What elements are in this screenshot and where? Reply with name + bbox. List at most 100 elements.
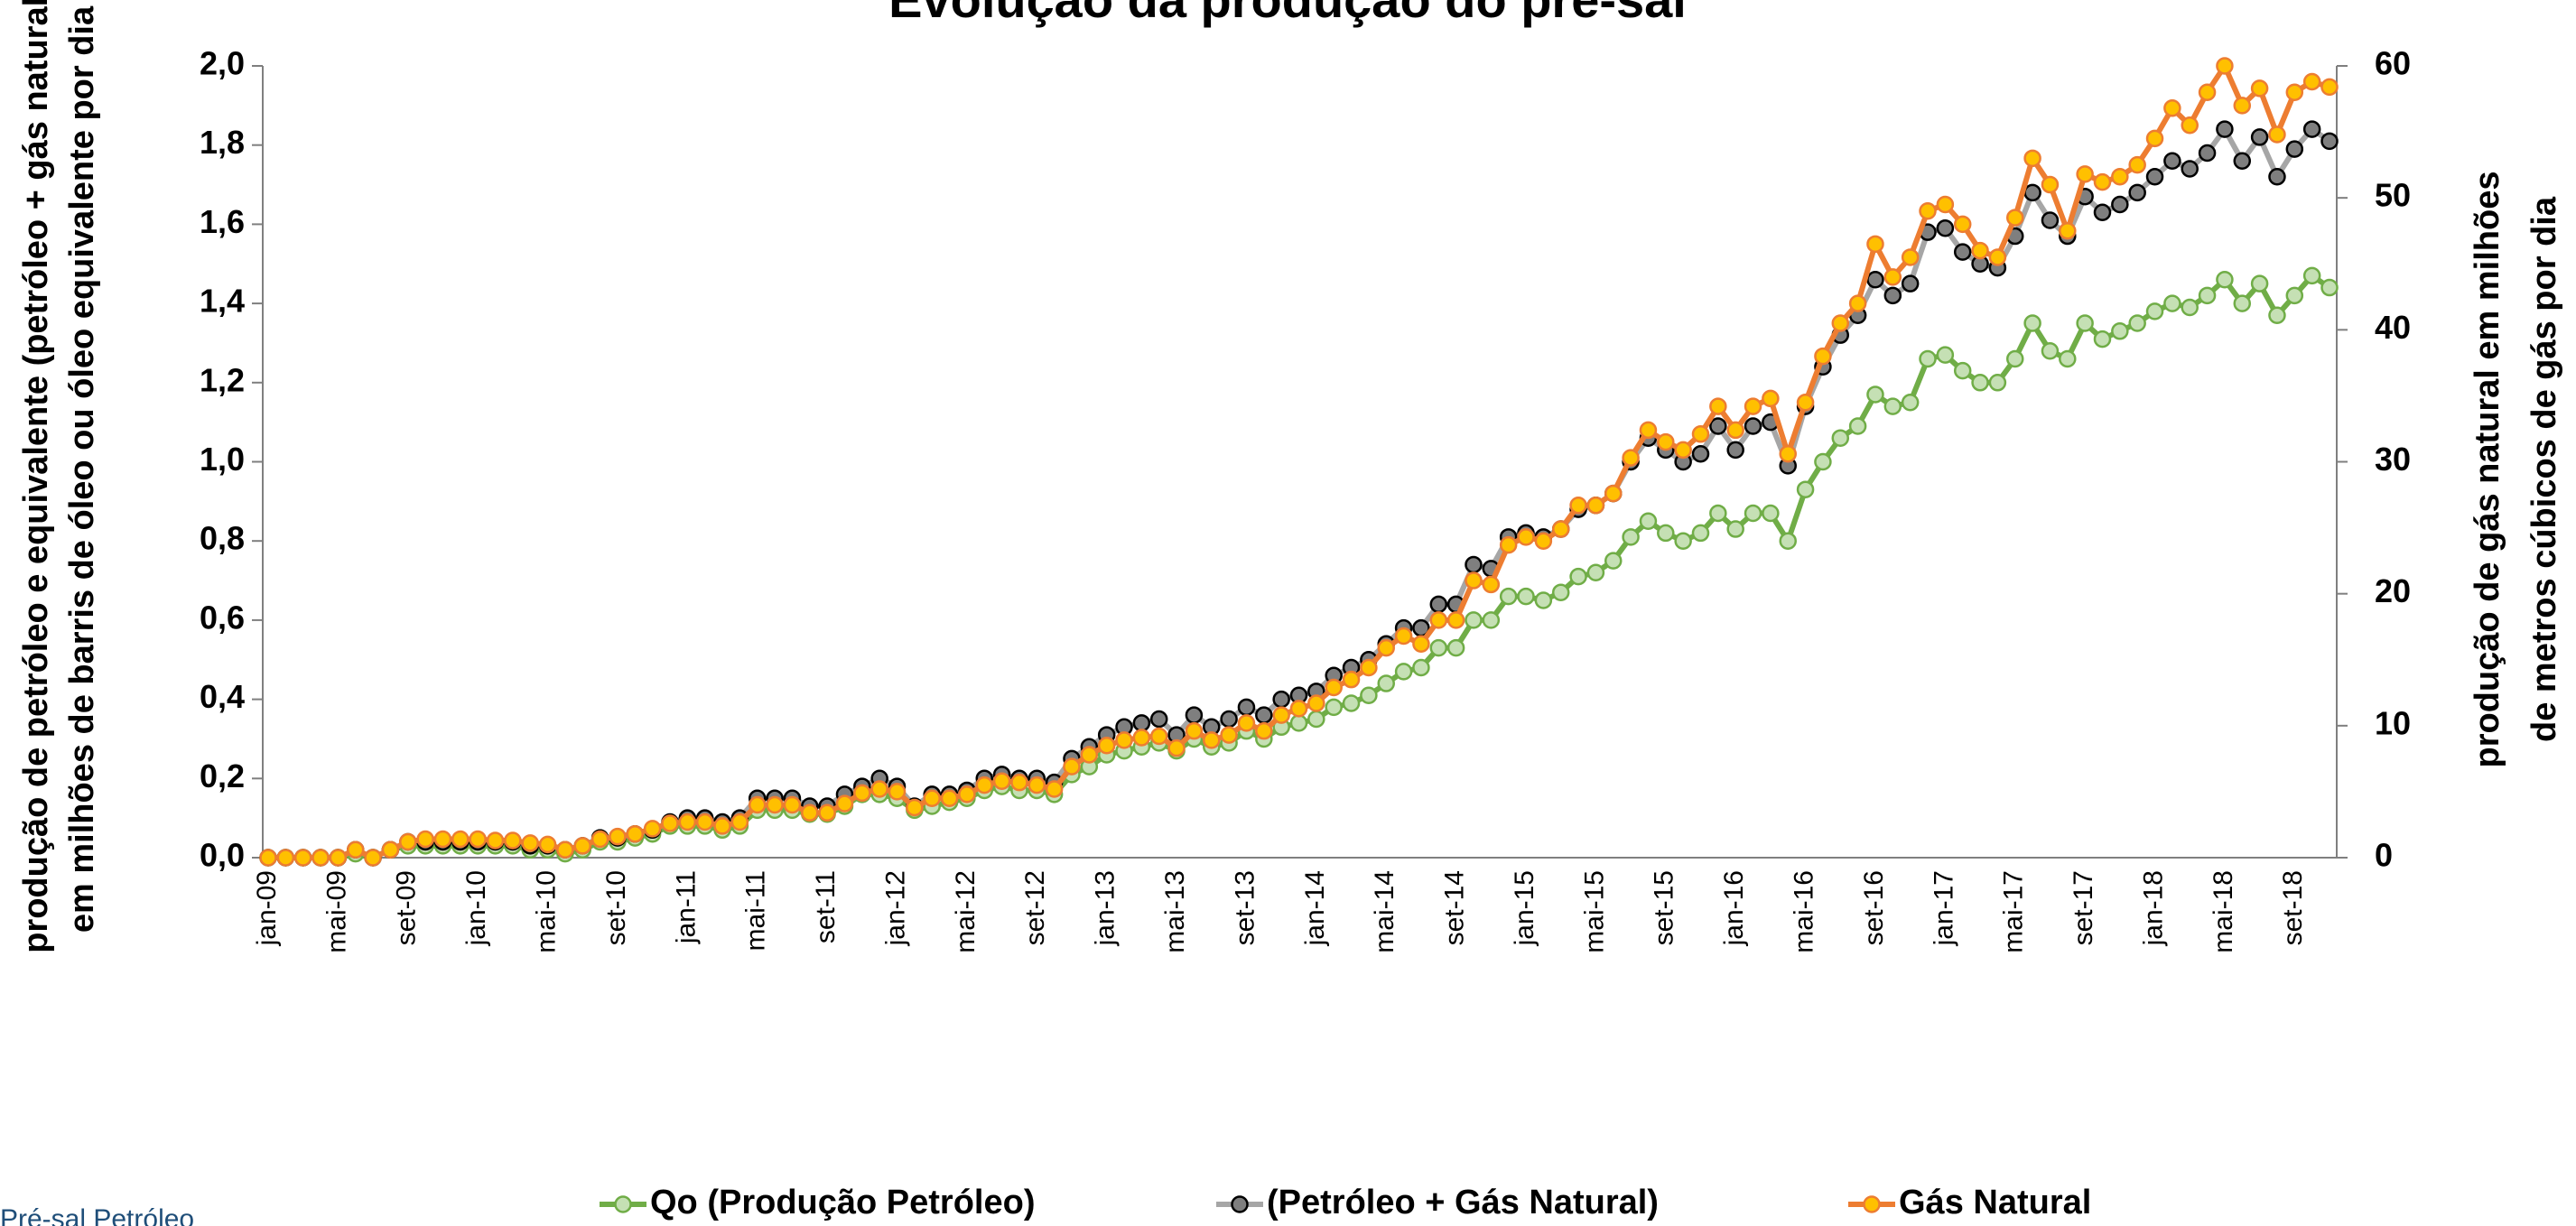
x-tick-label-group: mai-10	[531, 870, 561, 953]
series-marker	[2268, 168, 2286, 186]
x-tick-label-group: mai-11	[741, 870, 771, 951]
x-tick-label: mai-15	[1579, 870, 1609, 953]
series-marker	[1465, 611, 1483, 629]
x-tick-label-group: mai-15	[1579, 870, 1609, 953]
x-tick-label: set-13	[1230, 870, 1260, 945]
series-marker	[888, 783, 907, 801]
series-marker	[2128, 155, 2146, 174]
series-marker	[2023, 183, 2041, 202]
series-line	[268, 63, 2330, 860]
series-marker	[1919, 202, 1937, 220]
series-marker	[1901, 248, 1920, 266]
series-marker	[1446, 638, 1465, 657]
x-tick-label: mai-10	[531, 870, 561, 953]
y2-axis-title: de metros cúbicos de gás por dia	[2525, 196, 2563, 742]
series-marker	[2198, 144, 2217, 163]
series-marker	[2163, 294, 2181, 312]
series-marker	[1342, 694, 1361, 712]
x-tick-label-group: jan-17	[1929, 870, 1958, 946]
series-marker	[1149, 710, 1168, 729]
x-tick-label-group: jan-13	[1091, 870, 1121, 946]
series-marker	[2005, 349, 2024, 368]
x-tick-label: jan-09	[252, 870, 282, 946]
x-tick-label-group: set-10	[601, 870, 631, 945]
series-marker	[504, 831, 522, 850]
series-marker	[1814, 347, 1832, 366]
series-marker	[1185, 721, 1204, 740]
series-marker	[713, 817, 731, 835]
x-tick-label-group: jan-15	[1510, 870, 1539, 946]
series-marker	[1132, 714, 1151, 732]
series-marker	[1971, 374, 1989, 392]
series-marker	[975, 776, 993, 794]
x-tick-label: jan-12	[880, 870, 910, 946]
series-marker	[1744, 504, 1762, 523]
series-marker	[1622, 528, 1640, 546]
series-marker	[2302, 72, 2321, 91]
x-tick-label: set-18	[2278, 870, 2308, 945]
series-marker	[1814, 452, 1832, 471]
y-tick-label: 1,8	[200, 124, 245, 161]
series-marker	[1289, 700, 1308, 718]
series-marker	[2128, 183, 2146, 202]
series-marker	[1953, 243, 1972, 261]
series-marker	[801, 803, 819, 822]
series-marker	[293, 849, 312, 867]
series-marker	[1255, 721, 1273, 740]
y2-tick-label: 20	[2375, 572, 2411, 609]
series-marker	[2163, 99, 2181, 117]
series-marker	[1517, 587, 1535, 606]
series-marker	[783, 795, 802, 814]
series-marker	[2320, 132, 2339, 151]
series-marker	[1429, 595, 1448, 614]
y-tick-label: 2,0	[200, 45, 245, 82]
series-marker	[1307, 694, 1325, 712]
series-marker	[416, 830, 434, 849]
series-marker	[2181, 160, 2199, 178]
series-marker	[433, 830, 452, 849]
series-marker	[1360, 658, 1378, 677]
series-marker	[1866, 235, 1884, 254]
logo: Pré-sal Petróleo	[0, 1204, 194, 1226]
series-marker	[1517, 528, 1535, 546]
series-marker	[2302, 266, 2321, 285]
series-marker	[2198, 286, 2217, 305]
x-tick-label-group: set-17	[2069, 870, 2098, 945]
x-tick-label-group: mai-16	[1789, 870, 1818, 953]
series-marker	[835, 794, 854, 813]
series-marker	[958, 785, 976, 803]
y2-tick-label: 0	[2375, 837, 2393, 874]
series-marker	[1307, 710, 1325, 729]
series-marker	[1796, 393, 1815, 412]
legend-label: Gás Natural	[1899, 1184, 2091, 1221]
series-marker	[923, 789, 941, 807]
series-marker	[2216, 120, 2234, 138]
series-marker	[1412, 635, 1430, 653]
series-marker	[2181, 116, 2199, 135]
series-marker	[1167, 738, 1186, 757]
series-marker	[1203, 731, 1221, 749]
y-tick-label: 0,0	[200, 837, 245, 874]
chart-title: Evolução da produção do pré-sal	[888, 0, 1687, 28]
series-marker	[1586, 496, 1605, 515]
series-marker	[2145, 168, 2164, 186]
series-marker	[1255, 706, 1273, 724]
series-marker	[1901, 393, 1920, 412]
y-tick-label: 1,6	[200, 203, 245, 240]
series-marker	[1762, 389, 1780, 408]
series-marker	[2145, 302, 2164, 320]
x-tick-label-group: set-14	[1440, 870, 1470, 945]
series-marker	[2320, 278, 2339, 297]
series-marker	[486, 831, 505, 850]
series-marker	[1149, 727, 1168, 746]
series-marker	[312, 849, 330, 867]
series-marker	[2076, 314, 2094, 332]
series-marker	[1744, 417, 1762, 435]
series-marker	[2285, 83, 2304, 101]
legend-marker	[1863, 1195, 1881, 1213]
series-marker	[1848, 417, 1867, 435]
x-tick-label: mai-11	[741, 870, 771, 951]
series-marker	[1551, 520, 1570, 538]
y-tick-label: 0,8	[200, 520, 245, 557]
